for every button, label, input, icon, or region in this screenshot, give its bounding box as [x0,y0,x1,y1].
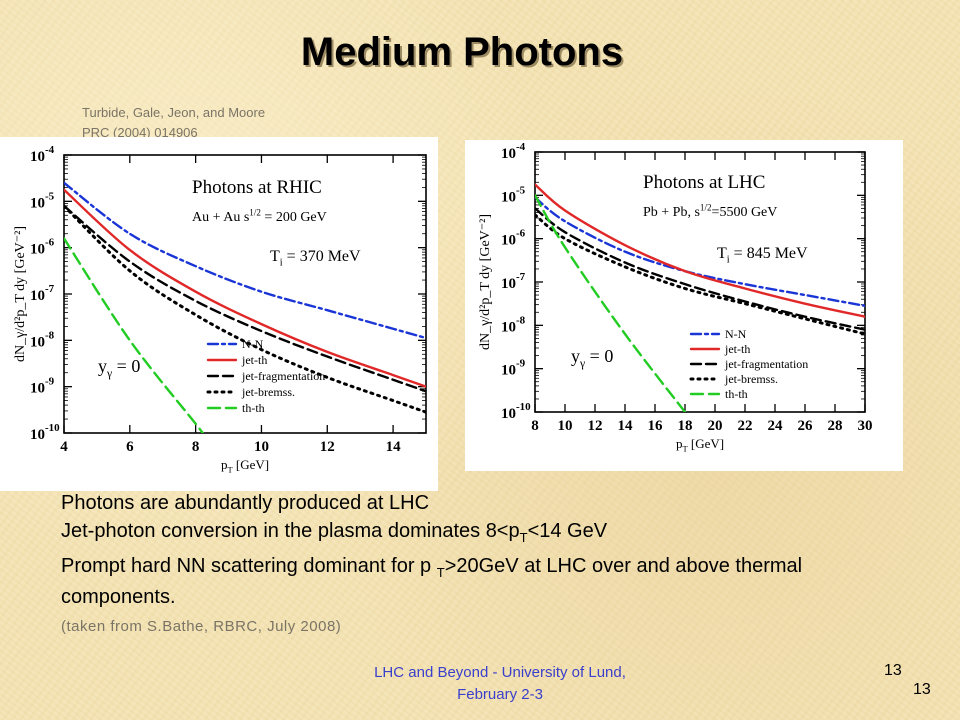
x-tick-label: 24 [768,418,784,434]
y-axis-label: dN_γ/d²p_T dy [GeV⁻²] [13,226,28,362]
x-tick-label: 8 [531,418,539,434]
legend-label: jet-th [724,342,750,356]
slide-title: Medium Photons [300,30,624,74]
bullet-item: Jet-photon conversion in the plasma domi… [61,520,608,545]
chart-subtitle: Au + Au s1/2 = 200 GeV [192,207,327,225]
x-tick-label: 20 [708,418,723,434]
temperature-label: Ti = 370 MeV [270,248,361,268]
footer: LHC and Beyond - University of Lund, Feb… [310,662,690,706]
bullet-item: Prompt hard NN scattering dominant for p… [61,555,803,608]
series-line [64,204,426,414]
rapidity-label: yγ = 0 [571,346,613,370]
series-line [64,188,426,388]
legend-label: jet-bremss. [241,385,295,399]
chart-rhic: 10-10 10-9 10-8 10-7 10-6 10-5 10-4 4 6 8 10 12 14 N-… [13,144,427,475]
x-tick-label: 10 [254,439,269,455]
footer-line2: February 2-3 [457,686,543,703]
series-line [535,194,687,412]
y-tick-label: 10-8 [30,329,55,350]
legend-label: N-N [242,337,264,351]
chart-title: Photons at LHC [643,172,765,193]
chart-panel-rhic: 10-10 10-9 10-8 10-7 10-6 10-5 10-4 4 6 8 10 12 14 N-… [0,137,438,491]
bullet-list: Photons are abundantly produced at LHC J… [61,491,921,639]
series-line [535,213,865,336]
y-axis-label: dN_γ/d²p_T dy [GeV⁻²] [478,214,493,350]
chart-panel-lhc: 10-10 10-9 10-8 10-7 10-6 10-5 10-4 8 10 12 14 16 18… [465,140,903,471]
x-tick-label: 8 [192,439,200,455]
citation-authors: Turbide, Gale, Jeon, and Moore [82,105,266,120]
series-line [64,181,426,340]
citation-journal: PRC (2004) 014906 [82,125,198,140]
footer-line1: LHC and Beyond - University of Lund, [374,664,626,681]
y-tick-label: 10-5 [501,184,526,205]
legend-label: jet-bremss. [724,372,778,386]
x-tick-label: 14 [386,439,402,455]
y-tick-label: 10-10 [501,401,531,422]
rapidity-label: yγ = 0 [98,356,140,380]
bullet-item: Photons are abundantly produced at LHC [61,492,430,514]
chart-subtitle: Pb + Pb, s1/2=5500 GeV [643,202,777,220]
series-line [535,183,865,318]
series-line [64,237,205,433]
citation: Turbide, Gale, Jeon, and Moore PRC (2004… [82,103,265,143]
legend-label: jet-fragmentation [724,357,808,371]
y-axis-label-group: dN_γ/d²p_T dy [GeV⁻²] [478,214,493,350]
x-tick-label: 4 [60,439,68,455]
y-tick-label: 10-4 [501,141,526,162]
chart-lhc: 10-10 10-9 10-8 10-7 10-6 10-5 10-4 8 10 12 14 16 18… [478,141,873,454]
y-tick-label: 10-10 [30,422,60,443]
y-tick-label: 10-6 [501,228,526,249]
x-tick-label: 30 [858,418,873,434]
legend-label: th-th [725,387,748,401]
x-axis-label: pT [GeV] [221,457,269,475]
x-tick-label: 6 [126,439,134,455]
y-tick-label: 10-8 [501,314,526,335]
x-tick-label: 22 [738,418,753,434]
x-tick-label: 12 [320,439,335,455]
x-tick-label: 10 [558,418,573,434]
series-line [535,207,865,331]
y-tick-label: 10-7 [501,271,526,292]
temperature-label: Ti = 845 MeV [717,245,808,266]
x-tick-label: 18 [678,418,693,434]
x-tick-label: 26 [798,418,814,434]
legend-label: jet-th [241,353,267,367]
source-note: (taken from S.Bathe, RBRC, July 2008) [61,618,342,635]
x-tick-label: 28 [828,418,843,434]
legend-label: th-th [242,401,265,415]
x-tick-label: 16 [648,418,664,434]
y-tick-label: 10-4 [30,144,55,165]
y-tick-label: 10-7 [30,283,55,304]
series-line [64,204,426,393]
x-tick-label: 14 [618,418,634,434]
y-tick-label: 10-5 [30,190,55,211]
legend-label: N-N [725,327,747,341]
y-tick-label: 10-6 [30,237,55,258]
y-tick-label: 10-9 [30,376,55,397]
y-tick-label: 10-9 [501,358,526,379]
x-tick-label: 12 [588,418,603,434]
page-number-secondary: 13 [913,681,931,698]
legend-label: jet-fragmentation [241,369,325,383]
y-axis-label-group: dN_γ/d²p_T dy [GeV⁻²] [13,226,28,362]
chart-title: Photons at RHIC [192,177,322,198]
page-number: 13 [884,662,902,679]
x-axis-label: pT [GeV] [676,436,724,454]
